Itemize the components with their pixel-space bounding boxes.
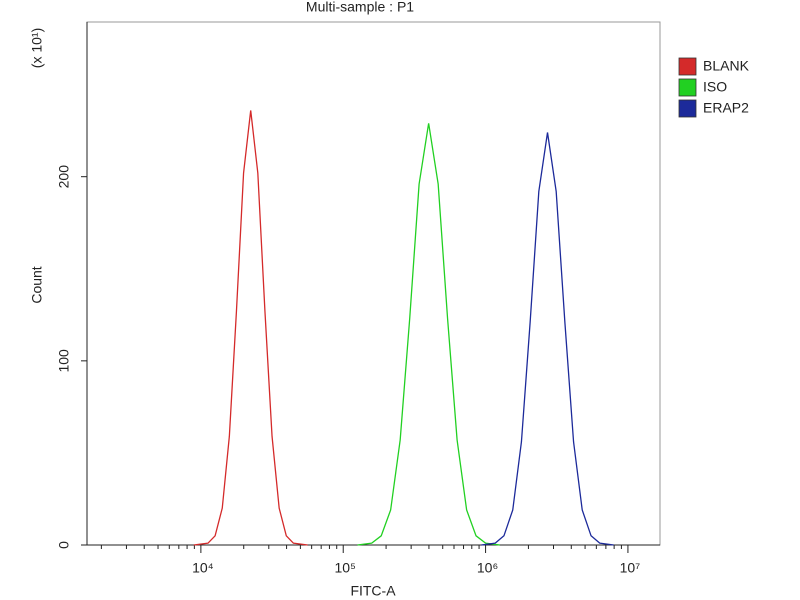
legend-label: ERAP2 <box>703 100 749 116</box>
series-line <box>357 123 500 546</box>
x-tick-label: 10⁷ <box>620 560 641 576</box>
y-tick-label: 100 <box>56 349 72 373</box>
legend-swatch <box>678 57 697 76</box>
y-axis-label: Count <box>29 266 45 303</box>
y-multiplier: (x 10¹) <box>29 28 45 68</box>
y-tick-label: 200 <box>56 165 72 189</box>
legend-swatch <box>678 99 697 118</box>
x-tick-label: 10⁶ <box>477 560 498 576</box>
x-tick-label: 10⁵ <box>335 560 356 576</box>
legend-label: BLANK <box>703 58 750 74</box>
plot-frame <box>86 21 661 546</box>
legend-swatch <box>678 78 697 97</box>
legend-label: ISO <box>703 79 727 95</box>
x-axis-label: FITC-A <box>350 583 396 599</box>
chart-title: Multi-sample : P1 <box>306 0 414 15</box>
series-line <box>193 110 308 546</box>
x-tick-label: 10⁴ <box>192 560 214 576</box>
series-line <box>481 132 614 546</box>
y-tick-label: 0 <box>56 541 72 549</box>
